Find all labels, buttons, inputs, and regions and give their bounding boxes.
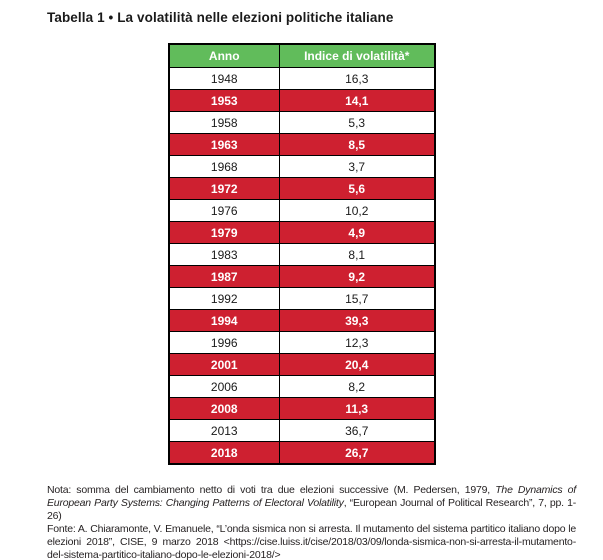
- table-row: 1996 12,3: [168, 331, 436, 354]
- year-cell: 1979: [168, 221, 280, 244]
- table-row: 1987 9,2: [168, 265, 436, 288]
- value-cell: 8,5: [278, 133, 436, 156]
- footnotes: Nota: somma del cambiamento netto di vot…: [47, 484, 576, 560]
- value-cell: 11,3: [278, 397, 436, 420]
- year-cell: 1983: [168, 243, 280, 266]
- value-cell: 5,3: [278, 111, 436, 134]
- table-row: 1953 14,1: [168, 89, 436, 112]
- year-cell: 2018: [168, 441, 280, 465]
- year-cell: 1987: [168, 265, 280, 288]
- table-row: 1994 39,3: [168, 309, 436, 332]
- note-nota: Nota: somma del cambiamento netto di vot…: [47, 484, 577, 522]
- table-row: 1968 3,7: [168, 155, 436, 178]
- year-cell: 1994: [168, 309, 280, 332]
- year-cell: 2001: [168, 353, 280, 376]
- table-row: 1992 15,7: [168, 287, 436, 310]
- value-cell: 15,7: [278, 287, 436, 310]
- value-cell: 14,1: [278, 89, 436, 112]
- table-row: 1948 16,3: [168, 67, 436, 90]
- table-header-row: Anno Indice di volatilità*: [168, 43, 436, 68]
- value-cell: 26,7: [278, 441, 436, 465]
- year-cell: 1958: [168, 111, 280, 134]
- note-fonte: Fonte: A. Chiaramonte, V. Emanuele, “L’o…: [47, 523, 576, 560]
- year-cell: 1963: [168, 133, 280, 156]
- year-cell: 2013: [168, 419, 280, 442]
- value-cell: 39,3: [278, 309, 436, 332]
- value-cell: 10,2: [278, 199, 436, 222]
- table-row: 1976 10,2: [168, 199, 436, 222]
- year-cell: 1976: [168, 199, 280, 222]
- header-cell-anno: Anno: [168, 43, 280, 68]
- year-cell: 1968: [168, 155, 280, 178]
- year-cell: 2008: [168, 397, 280, 420]
- table-row: 1972 5,6: [168, 177, 436, 200]
- table-row: 2006 8,2: [168, 375, 436, 398]
- table-row: 1979 4,9: [168, 221, 436, 244]
- value-cell: 8,1: [278, 243, 436, 266]
- year-cell: 1972: [168, 177, 280, 200]
- table-row: 2018 26,7: [168, 441, 436, 465]
- header-cell-indice: Indice di volatilità*: [278, 43, 436, 68]
- volatility-table: Anno Indice di volatilità* 1948 16,3 195…: [168, 43, 436, 465]
- year-cell: 1953: [168, 89, 280, 112]
- value-cell: 9,2: [278, 265, 436, 288]
- table-row: 1958 5,3: [168, 111, 436, 134]
- value-cell: 16,3: [278, 67, 436, 90]
- table-row: 2008 11,3: [168, 397, 436, 420]
- value-cell: 12,3: [278, 331, 436, 354]
- year-cell: 1992: [168, 287, 280, 310]
- value-cell: 8,2: [278, 375, 436, 398]
- table-title: Tabella 1 • La volatilità nelle elezioni…: [47, 10, 394, 25]
- year-cell: 2006: [168, 375, 280, 398]
- year-cell: 1948: [168, 67, 280, 90]
- table-row: 2001 20,4: [168, 353, 436, 376]
- value-cell: 3,7: [278, 155, 436, 178]
- table-row: 1963 8,5: [168, 133, 436, 156]
- value-cell: 20,4: [278, 353, 436, 376]
- year-cell: 1996: [168, 331, 280, 354]
- table-row: 1983 8,1: [168, 243, 436, 266]
- table-body: 1948 16,3 1953 14,1 1958 5,3 1963 8,5: [168, 67, 436, 465]
- table-row: 2013 36,7: [168, 419, 436, 442]
- value-cell: 5,6: [278, 177, 436, 200]
- value-cell: 36,7: [278, 419, 436, 442]
- value-cell: 4,9: [278, 221, 436, 244]
